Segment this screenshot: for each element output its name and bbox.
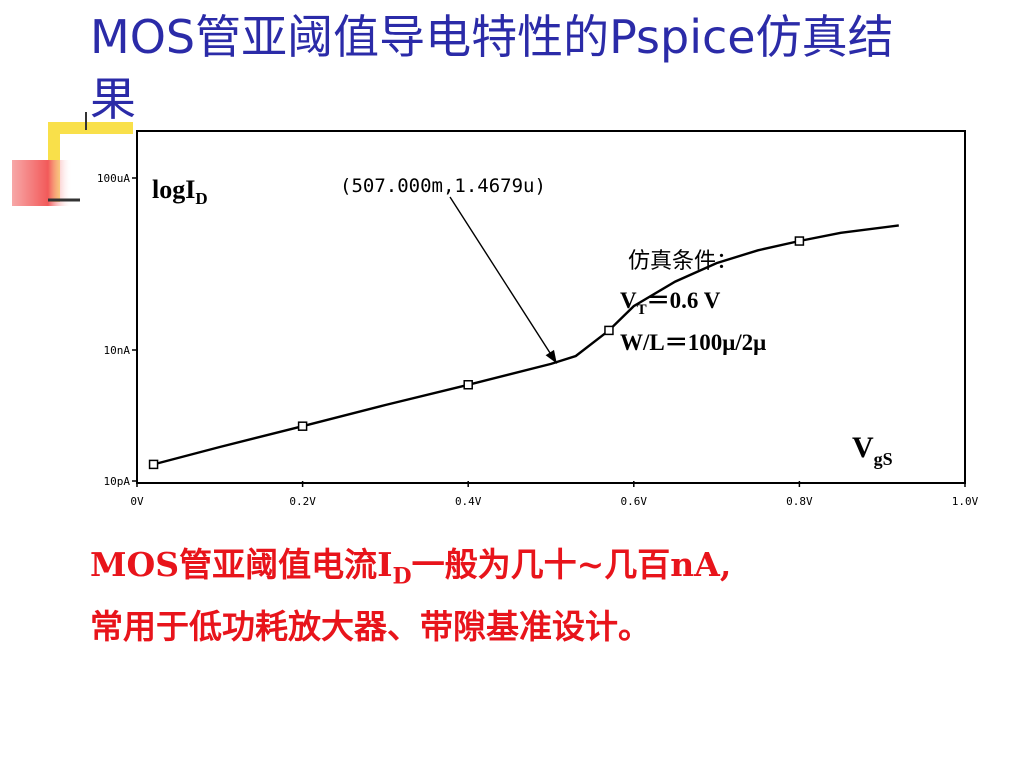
y-tick-label: 10nA <box>104 344 131 357</box>
series-marker <box>148 459 159 470</box>
plot-frame <box>136 130 966 484</box>
x-tick-label: 0.8V <box>786 495 813 508</box>
caption-line-2: 常用于低功耗放大器、带隙基准设计。 <box>90 606 651 646</box>
cursor-readout-label: (507.000m,1.4679u) <box>340 175 546 197</box>
x-axis-label: VgS <box>852 431 893 469</box>
x-tick-label: 0.2V <box>289 495 316 508</box>
slide-title: MOS管亚阈值导电特性的Pspice仿真结果 <box>90 10 894 126</box>
x-tick-label: 0V <box>130 495 144 508</box>
series-marker <box>463 380 473 390</box>
caption-line-1: MOS管亚阈值电流ID一般为几十~几百nA, <box>90 545 732 590</box>
series-marker <box>604 325 614 336</box>
series-line-id <box>153 224 899 466</box>
x-axis-ticks: 0V 0.2V 0.4V 0.6V 0.8V 1.0V <box>130 481 979 508</box>
red-gradient-bar-decoration <box>12 160 72 206</box>
annotation-vt: VT＝0.6 V <box>620 288 721 318</box>
x-tick-label: 0.4V <box>455 495 482 508</box>
pspice-chart: 10pA 10nA 100uA 0V 0.2V 0.4V 0.6V 0.8V 1.0V (50… <box>97 130 979 508</box>
y-axis-ticks: 10pA 10nA 100uA <box>97 172 137 488</box>
slide-decoration <box>12 112 140 214</box>
y-tick-label: 10pA <box>104 475 131 488</box>
x-tick-label: 0.6V <box>621 495 648 508</box>
cursor-arrow-line <box>449 196 558 364</box>
simulation-conditions-annotation: 仿真条件： VT＝0.6 V W/L＝100μ/2μ <box>620 248 766 355</box>
series-marker <box>297 421 308 431</box>
y-axis-label: logID <box>152 175 208 208</box>
annotation-heading: 仿真条件： <box>628 248 738 273</box>
y-tick-label: 100uA <box>97 172 130 185</box>
annotation-wl: W/L＝100μ/2μ <box>620 330 766 355</box>
slide-caption: MOS管亚阈值电流ID一般为几十~几百nA, 常用于低功耗放大器、带隙基准设计。 <box>90 540 990 652</box>
series-markers <box>148 236 805 470</box>
series-marker <box>794 236 805 246</box>
cursor-arrow-head <box>545 349 557 364</box>
x-tick-label: 1.0V <box>952 495 979 508</box>
